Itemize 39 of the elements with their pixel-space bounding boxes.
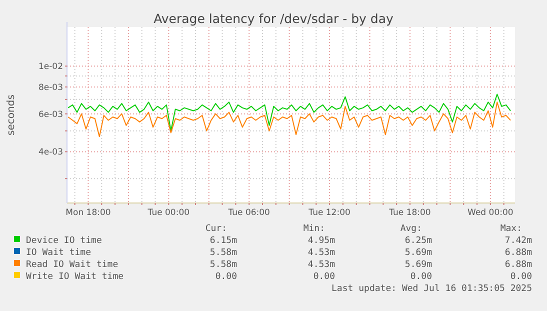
text: 6.88m [504,260,532,270]
x-tick-label: Tue 00:00 [146,208,190,218]
legend-label: IO Wait time [26,248,92,258]
x-tick-label: Mon 18:00 [66,208,111,218]
text: 4.95m [308,236,335,246]
text: 7.42m [504,236,532,246]
text: Avg: [400,224,422,234]
x-tick-label: Wed 00:00 [468,208,514,218]
text: 6.25m [404,236,432,246]
x-tick-label: Tue 12:00 [308,208,350,218]
x-tick-label: Tue 06:00 [227,208,270,218]
y-tick-label: 4e-03 [38,148,63,158]
text: 0.00 [510,272,532,282]
legend-label: Read IO Wait time [26,260,118,270]
text: Min: [303,224,325,234]
text: Cur: [205,224,227,234]
text: 0.00 [215,272,237,282]
text: 5.58m [210,260,237,270]
text: 6.88m [504,248,532,258]
y-tick-label: 6e-03 [38,110,63,120]
y-tick-label: 1e-02 [38,62,63,72]
text: 5.58m [210,248,237,258]
text: Last update: Wed Jul 16 01:35:05 2025 [332,284,532,294]
chart-title: Average latency for /dev/sdar - by day [154,11,394,26]
text: 0.00 [313,272,335,282]
legend-label: Write IO Wait time [26,272,124,282]
text: Max: [500,224,522,234]
text: 0.00 [410,272,432,282]
line-series [68,94,512,132]
text: 6.15m [210,236,237,246]
text: 4.53m [308,248,335,258]
text: 5.69m [404,260,432,270]
legend-label: Device IO time [26,236,102,246]
text: 4.53m [308,260,335,270]
text: 5.69m [404,248,432,258]
line-series [68,102,512,138]
y-tick-label: 8e-03 [38,82,63,93]
y-axis-title: seconds [6,94,17,136]
x-tick-label: Tue 18:00 [388,208,431,218]
